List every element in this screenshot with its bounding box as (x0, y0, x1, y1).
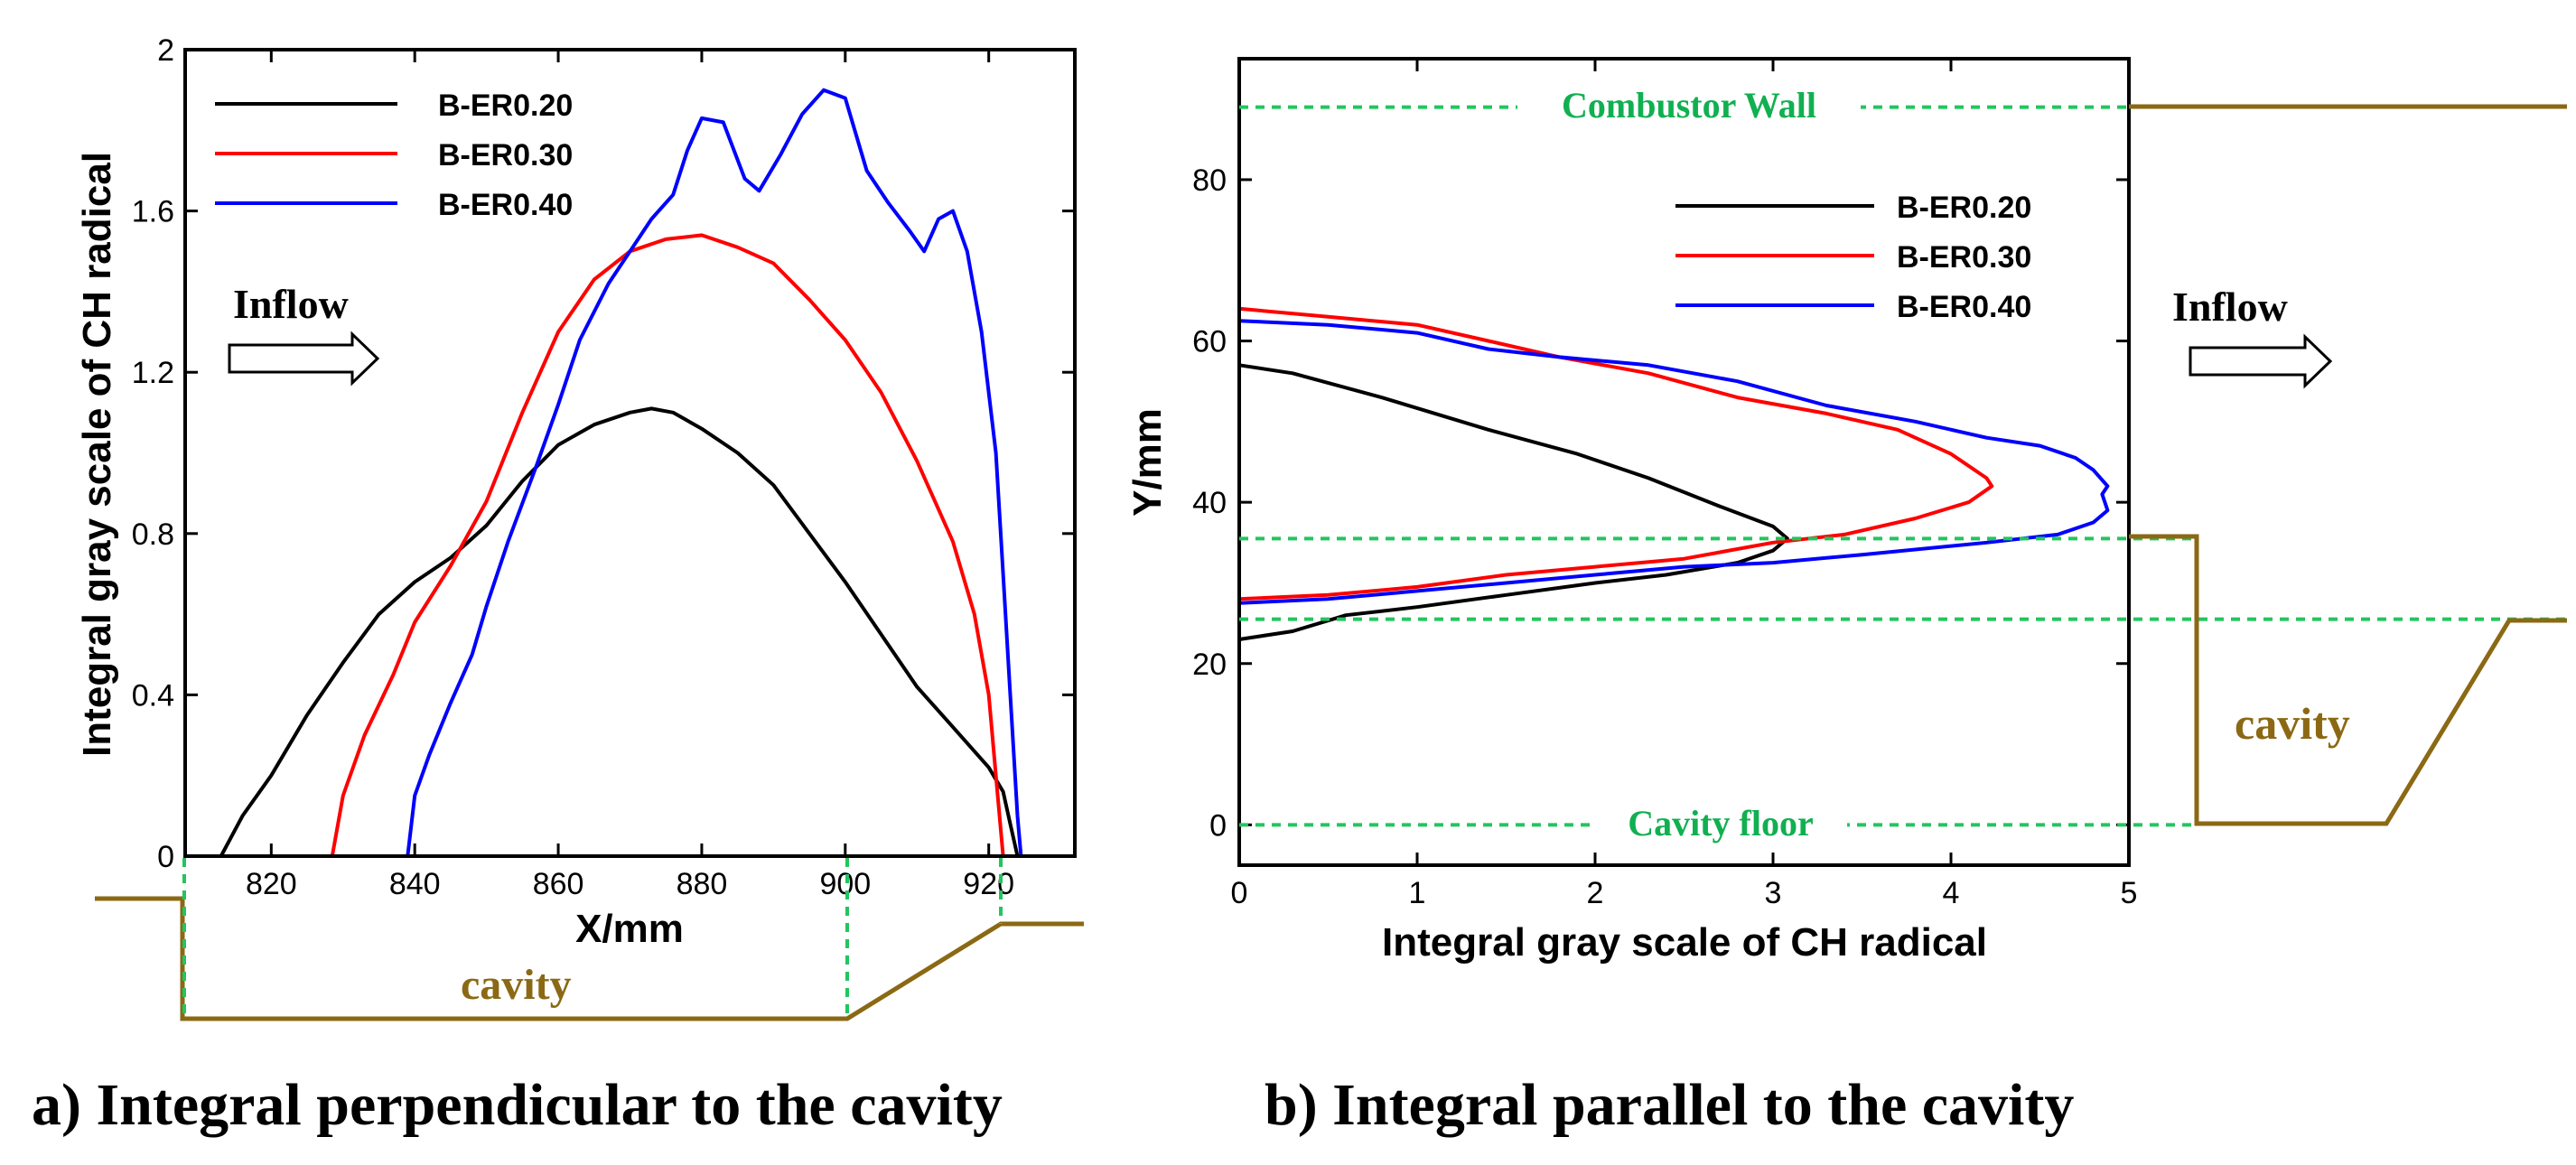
inflow-label-a: Inflow (233, 281, 349, 327)
x-tick-label-b: 3 (1765, 876, 1782, 910)
x-tick-label-a: 820 (246, 867, 297, 901)
legend-a-label-1: B-ER0.30 (438, 138, 573, 172)
y-tick-label-a: 0.8 (132, 517, 174, 552)
series-a-b-er020 (219, 406, 1020, 857)
y-tick-label-a: 1.2 (132, 356, 174, 390)
y-tick-label-a: 2 (157, 33, 174, 68)
series-b-b-er040 (1238, 319, 2110, 605)
panel-a-frame (183, 48, 1077, 858)
x-tick-label-a: 900 (819, 867, 871, 901)
caption-a: a) Integral perpendicular to the cavity (32, 1072, 1003, 1138)
y-tick-label-b: 0 (1209, 808, 1227, 843)
cavity-label-b: cavity (2235, 698, 2350, 749)
panel-b-xlabel: Integral gray scale of CH radical (1382, 920, 1987, 965)
y-tick-label-b: 40 (1192, 486, 1227, 520)
panel-a-ylabel: Integral gray scale of CH radical (75, 152, 119, 757)
panel-a: 820 840 860 880 900 920 0 0.4 0.8 1.2 1.6 2 B-ER0.2… (32, 33, 1084, 1138)
legend-b-label-1: B-ER0.30 (1897, 240, 2031, 275)
x-tick-label-b: 1 (1409, 876, 1426, 910)
combustor-wall-label: Combustor Wall (1562, 85, 1816, 126)
inflow-label-b: Inflow (2172, 284, 2288, 330)
panel-a-xlabel: X/mm (575, 907, 684, 951)
caption-b: b) Integral parallel to the cavity (1265, 1072, 2074, 1138)
cavity-outline-a (95, 896, 1084, 1021)
panel-b-frame (1237, 57, 2131, 867)
inflow-arrow-icon-a (228, 331, 380, 387)
panel-b-ylabel: Y/mm (1125, 408, 1170, 517)
y-tick-label-a: 0.4 (132, 678, 174, 713)
y-tick-label-a: 0 (157, 840, 174, 874)
legend-b-label-0: B-ER0.20 (1897, 191, 2031, 225)
x-tick-label-b: 4 (1943, 876, 1960, 910)
floor-label-bg (1594, 801, 1847, 846)
cavity-floor-label: Cavity floor (1628, 803, 1814, 843)
y-tick-label-b: 60 (1192, 325, 1227, 359)
legend-a-label-2: B-ER0.40 (438, 188, 573, 222)
panel-a-series (219, 88, 1023, 857)
series-a-b-er030 (330, 233, 1005, 857)
legend-b-label-2: B-ER0.40 (1897, 290, 2031, 324)
x-tick-label-a: 920 (963, 867, 1014, 901)
panel-a-ticks: 820 840 860 880 900 920 0 0.4 0.8 1.2 1.6 2 (132, 33, 1075, 901)
series-b-b-er020 (1238, 363, 1789, 641)
y-tick-label-b: 80 (1192, 163, 1227, 198)
inflow-arrow-icon-b (2189, 333, 2333, 389)
wall-label-bg (1517, 83, 1861, 128)
legend-a-label-0: B-ER0.20 (438, 89, 573, 123)
panel-a-legend: B-ER0.20 B-ER0.30 B-ER0.40 (215, 89, 573, 222)
x-tick-label-a: 860 (533, 867, 584, 901)
series-b-b-er030 (1238, 306, 1994, 601)
panel-b-legend: B-ER0.20 B-ER0.30 B-ER0.40 (1675, 191, 2031, 324)
cavity-label-a: cavity (461, 961, 572, 1009)
x-tick-label-b: 2 (1587, 876, 1604, 910)
panel-b-series (1238, 306, 2110, 641)
cavity-outline-b (2129, 534, 2567, 826)
panel-b-ticks: 0 1 2 3 4 5 0 20 40 60 80 (1192, 59, 2137, 910)
y-tick-label-a: 1.6 (132, 195, 174, 229)
y-tick-label-b: 20 (1192, 648, 1227, 682)
series-a-b-er040 (406, 88, 1023, 857)
x-tick-label-b: 0 (1231, 876, 1248, 910)
panel-b: 0 1 2 3 4 5 0 20 40 60 80 Combustor Wall Cavity fl… (1125, 57, 2567, 1138)
x-tick-label-a: 880 (677, 867, 728, 901)
x-tick-label-a: 840 (389, 867, 441, 901)
x-tick-label-b: 5 (2121, 876, 2138, 910)
